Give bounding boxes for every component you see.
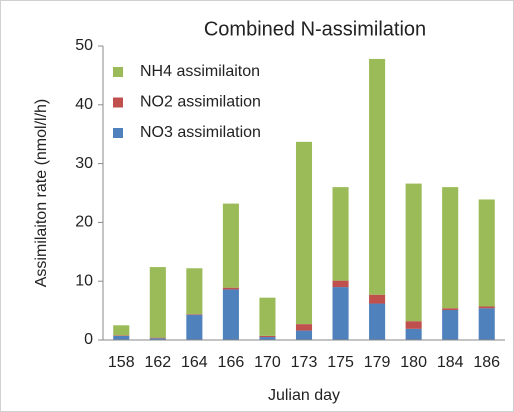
bar-segment	[113, 335, 130, 336]
bar-segment	[332, 280, 349, 288]
x-tick-label: 180	[400, 354, 427, 371]
y-tick-label: 10	[75, 272, 93, 289]
bar-segment	[149, 337, 166, 339]
bar-segment	[222, 287, 239, 290]
bar-segment	[332, 187, 349, 281]
bar-segment	[442, 310, 459, 340]
y-axis-label: Assimilaiton rate (nmol/l/h)	[33, 99, 50, 288]
bar-segment	[222, 203, 239, 288]
legend-label: NO2 assimilation	[140, 94, 261, 111]
legend-swatch	[113, 97, 123, 108]
bar-segment	[149, 267, 166, 338]
bar-segment	[149, 338, 166, 340]
x-tick-label: 186	[473, 354, 500, 371]
bar-segment	[405, 321, 422, 329]
bar-segment	[222, 289, 239, 340]
x-tick-label: 175	[327, 354, 354, 371]
x-tick-label: 162	[144, 354, 171, 371]
bar-segment	[442, 187, 459, 309]
bar-segment	[186, 314, 203, 340]
x-tick-label: 184	[437, 354, 464, 371]
y-tick-label: 0	[84, 331, 93, 348]
bar-segment	[186, 268, 203, 315]
x-axis-label: Julian day	[268, 387, 340, 404]
y-tick-label: 30	[75, 155, 93, 172]
bar-segment	[478, 199, 495, 307]
bar-segment	[478, 308, 495, 340]
y-tick-label: 40	[75, 96, 93, 113]
bar-segment	[113, 335, 130, 340]
bar-segment	[332, 287, 349, 340]
bar-segment	[295, 330, 313, 340]
bar-segment	[369, 303, 386, 340]
bar-segment	[369, 58, 386, 295]
x-tick-label: 166	[218, 354, 245, 371]
x-tick-label: 170	[254, 354, 281, 371]
x-tick-label: 179	[364, 354, 391, 371]
legend-label: NO3 assimilation	[140, 124, 261, 141]
legend-swatch	[113, 128, 123, 138]
bar-segment	[405, 328, 422, 340]
y-tick-label: 20	[75, 214, 93, 231]
chart-title: Combined N-assimilation	[204, 18, 426, 40]
bar-segment	[113, 325, 130, 336]
bar-segment	[259, 337, 276, 340]
bar-segment	[478, 306, 495, 309]
bar-segment	[369, 294, 386, 304]
bar-segment	[186, 314, 203, 315]
bar-segment	[405, 183, 422, 322]
legend-label: NH4 assimilaiton	[140, 63, 260, 80]
bar-segment	[295, 324, 313, 331]
x-tick-label: 164	[181, 354, 208, 371]
legend-swatch	[113, 67, 123, 77]
x-tick-label: 158	[108, 354, 135, 371]
bar-segment	[259, 297, 276, 336]
y-tick-label: 50	[75, 37, 93, 54]
bar-segment	[442, 308, 459, 311]
bar-segment	[259, 335, 276, 338]
x-tick-label: 173	[291, 354, 318, 371]
bar-segment	[295, 141, 313, 325]
